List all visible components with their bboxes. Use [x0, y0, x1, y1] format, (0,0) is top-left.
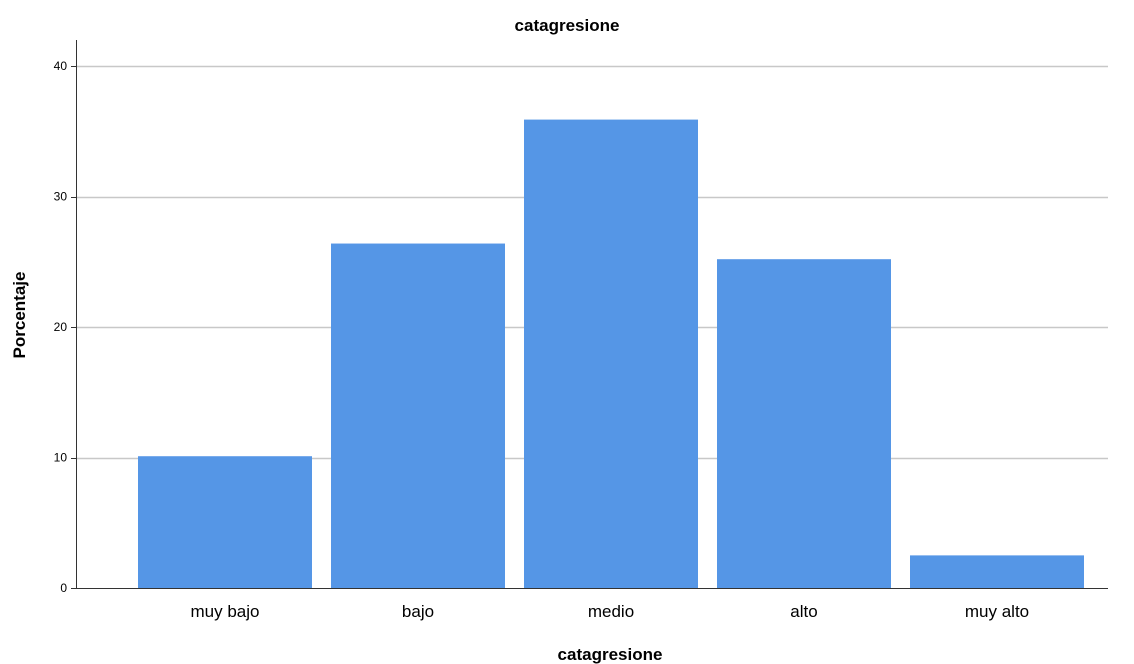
axes [71, 40, 1108, 589]
chart-title: catagresione [515, 16, 620, 35]
y-axis-title: Porcentaje [10, 272, 29, 359]
x-tick-label-alto: alto [790, 602, 817, 621]
y-tick-label-20: 20 [54, 320, 68, 334]
bars [138, 119, 1084, 589]
y-tick-label-30: 30 [54, 190, 68, 204]
x-axis-title: catagresione [558, 645, 663, 664]
x-tick-label-muy-alto: muy alto [965, 602, 1029, 621]
x-tick-labels: muy bajo bajo medio alto muy alto [191, 602, 1030, 621]
x-tick-label-bajo: bajo [402, 602, 434, 621]
bar-medio [524, 119, 698, 588]
y-tick-label-10: 10 [54, 451, 68, 465]
bar-alto [717, 259, 891, 588]
y-tick-labels: 0 10 20 30 40 [54, 59, 68, 595]
bar-muy-alto [910, 555, 1084, 588]
y-tick-label-0: 0 [60, 581, 67, 595]
bar-muy-bajo [138, 456, 312, 588]
y-tick-label-40: 40 [54, 59, 68, 73]
x-tick-label-medio: medio [588, 602, 634, 621]
bar-bajo [331, 243, 505, 589]
x-tick-label-muy-bajo: muy bajo [191, 602, 260, 621]
